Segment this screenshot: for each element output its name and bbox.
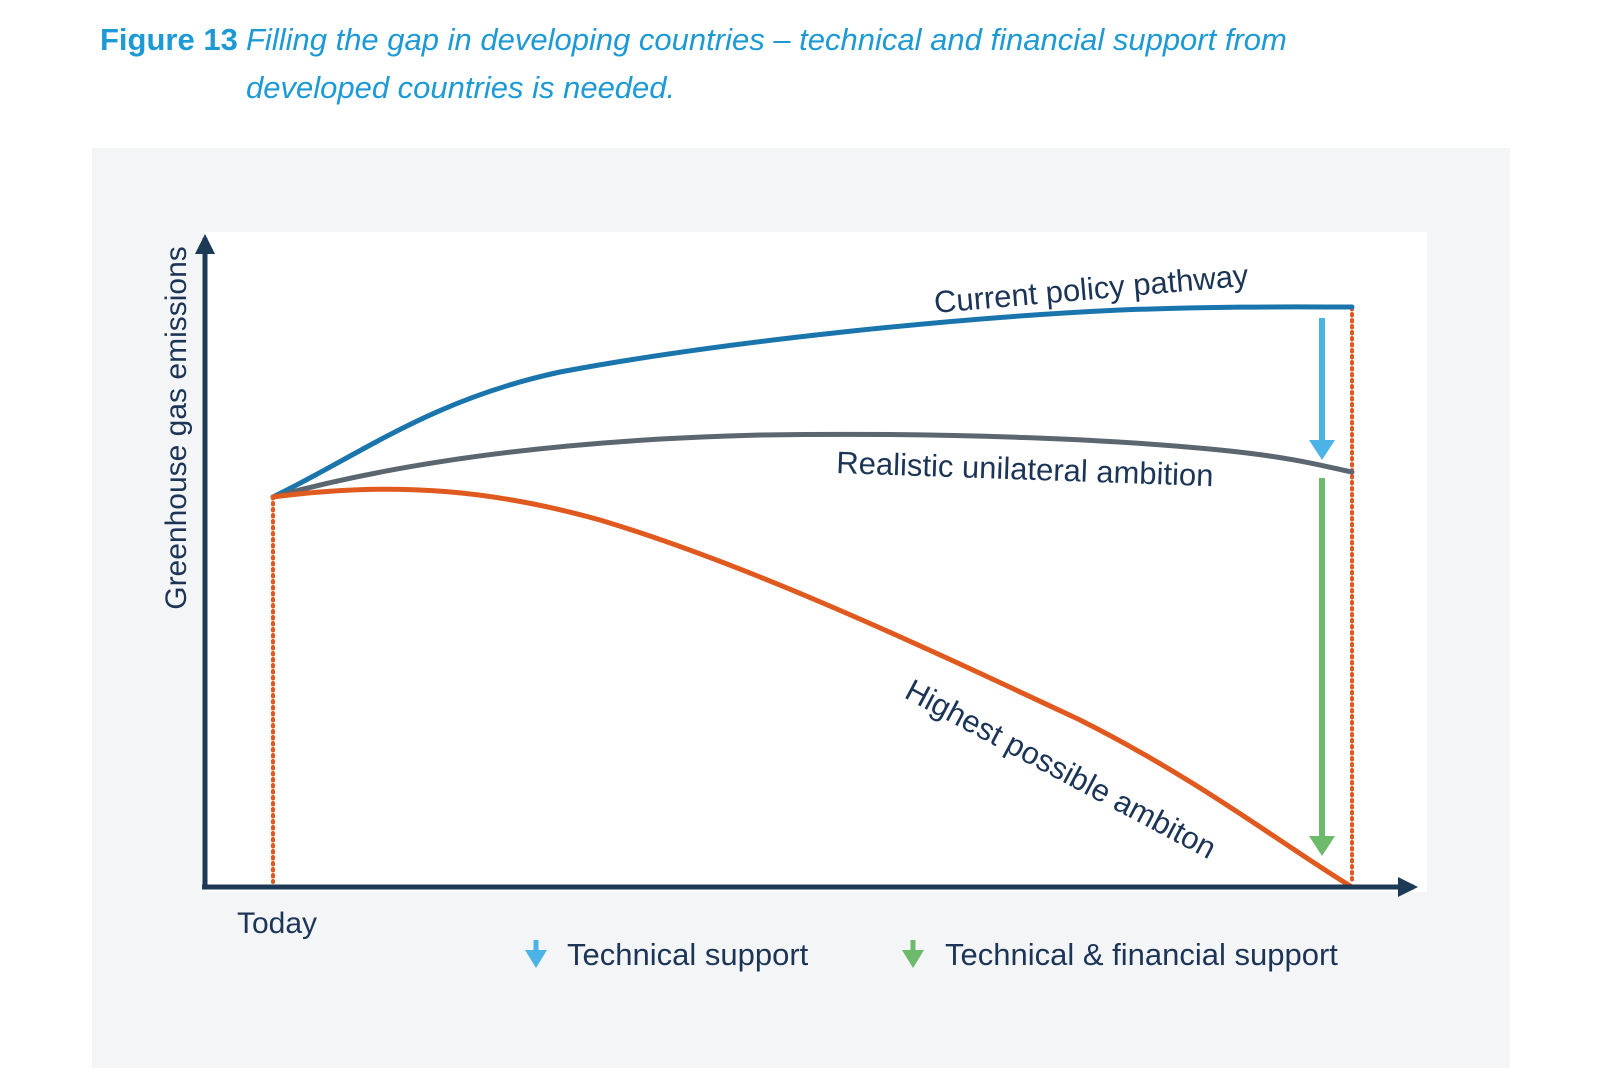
technical-support-arrow <box>1309 318 1335 460</box>
plot-area <box>205 232 1427 892</box>
arrow-down-icon <box>902 940 924 968</box>
legend-label-financial: Technical & financial support <box>945 937 1338 972</box>
y-axis-label: Greenhouse gas emissions <box>160 246 193 610</box>
legend-item-technical: Technical support <box>525 937 809 972</box>
legend-label-technical: Technical support <box>567 937 809 972</box>
figure-number: Figure 13 <box>100 22 238 57</box>
current-policy-curve <box>270 304 1355 500</box>
financial-support-arrow <box>1309 478 1335 856</box>
x-axis-label-today: Today <box>237 907 317 940</box>
highest-ambition-curve <box>270 486 1355 890</box>
legend: Technical support Technical & financial … <box>525 937 1338 972</box>
realistic-ambition-curve <box>270 431 1355 500</box>
legend-item-financial: Technical & financial support <box>902 937 1338 972</box>
arrow-down-icon <box>525 940 547 968</box>
figure-title: Filling the gap in developing countries … <box>246 22 1287 105</box>
